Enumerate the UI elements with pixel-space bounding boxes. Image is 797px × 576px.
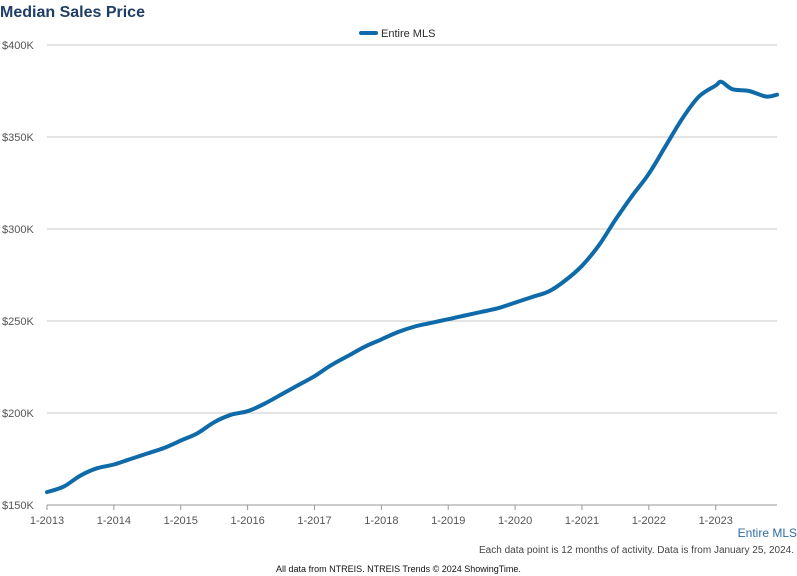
x-tick-label: 1-2018	[364, 515, 398, 527]
x-tick-label: 1-2019	[431, 515, 465, 527]
x-tick-label: 1-2013	[30, 515, 64, 527]
activity-note: Each data point is 12 months of activity…	[479, 545, 794, 556]
y-tick-label: $200K	[2, 408, 34, 420]
legend-label: Entire MLS	[381, 28, 435, 40]
series-layer: Entire MLS	[45, 79, 797, 540]
x-tick-label: 1-2015	[164, 515, 198, 527]
y-tick-label: $300K	[2, 224, 34, 236]
y-tick-label: $250K	[2, 316, 34, 328]
footer-credit: All data from NTREIS. NTREIS Trends © 20…	[276, 564, 521, 574]
x-tick-label: 1-2020	[498, 515, 532, 527]
legend: Entire MLS	[359, 28, 435, 40]
x-tick-label: 1-2016	[230, 515, 264, 527]
series-end-label: Entire MLS	[738, 526, 797, 540]
series-line-entire-mls	[45, 79, 779, 495]
axes: $150K $200K $250K $300K $350K $400K 1-2013 1-20…	[2, 40, 777, 527]
x-tick-label: 1-2017	[297, 515, 331, 527]
x-tick-label: 1-2022	[632, 515, 666, 527]
x-tick-label: 1-2023	[699, 515, 733, 527]
x-tick-label: 1-2014	[97, 515, 131, 527]
y-tick-label: $350K	[2, 132, 34, 144]
x-tick-label: 1-2021	[565, 515, 599, 527]
chart-title: Median Sales Price	[0, 4, 145, 21]
y-tick-label: $400K	[2, 40, 34, 52]
y-tick-label: $150K	[2, 500, 34, 512]
gridlines	[47, 44, 777, 414]
